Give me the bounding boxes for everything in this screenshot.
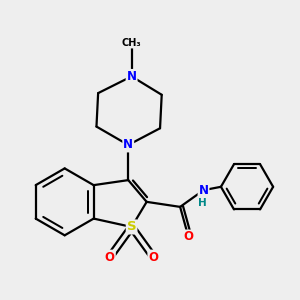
Text: O: O [148,250,158,264]
Text: N: N [199,184,208,197]
Text: N: N [127,70,136,83]
Text: O: O [105,250,115,264]
Text: N: N [123,139,133,152]
Text: H: H [199,198,207,208]
Text: CH₃: CH₃ [122,38,141,48]
Text: S: S [127,220,136,233]
Text: O: O [184,230,194,244]
